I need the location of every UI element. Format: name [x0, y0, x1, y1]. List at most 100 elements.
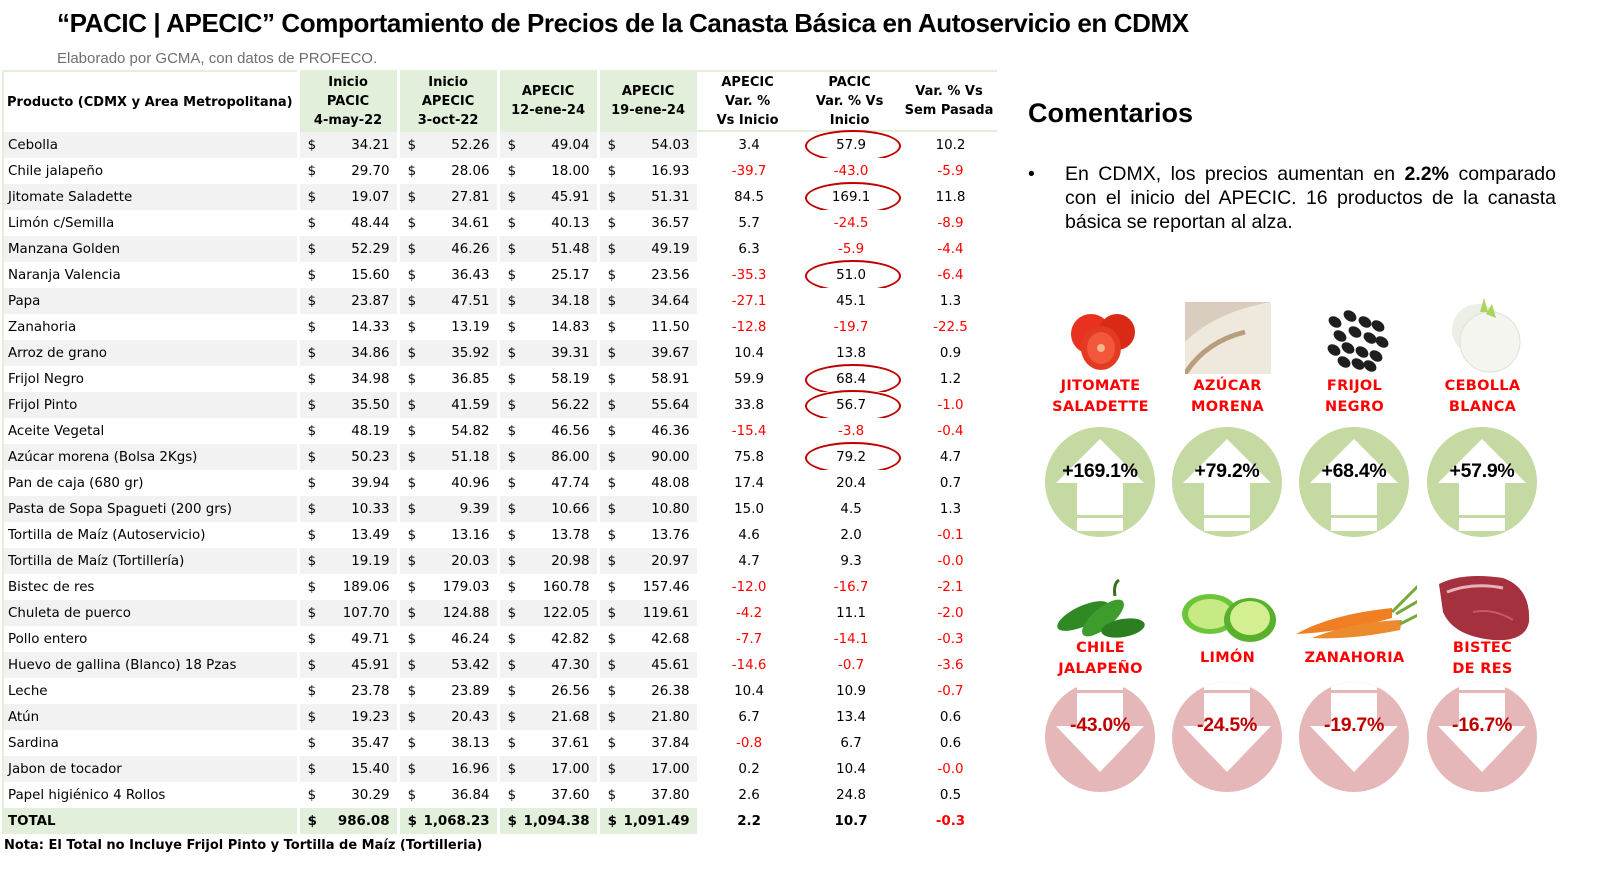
apecic-var-cell: 17.4: [696, 470, 799, 496]
pacic-var-cell: 13.4: [798, 704, 901, 730]
change-badge: +68.4%: [1299, 427, 1409, 537]
black-beans-image: [1292, 296, 1417, 374]
currency-symbol: $: [407, 241, 417, 257]
var-sem-cell: 0.5: [900, 782, 998, 808]
product-name: Atún: [2, 704, 297, 730]
currency-symbol: $: [507, 579, 517, 595]
price-cell: $54.03: [596, 132, 697, 158]
currency-symbol: $: [307, 501, 317, 517]
apecic-var-cell: -12.0: [696, 574, 799, 600]
var-sem-cell: -22.5: [900, 314, 998, 340]
table-row: Sardina $35.47 $38.13 $37.61 $37.84 -0.8 6.7 0.…: [2, 730, 998, 756]
price-cell: $119.61: [596, 600, 697, 626]
pacic-var-cell: 56.7: [798, 390, 901, 422]
table-row: Tortilla de Maíz (Autoservicio) $13.49 $13…: [2, 522, 998, 548]
price-cell: $25.17: [496, 262, 597, 288]
price-value: 17.00: [551, 761, 590, 777]
currency-symbol: $: [607, 397, 617, 413]
currency-symbol: $: [407, 683, 417, 699]
page-title: “PACIC | APECIC” Comportamiento de Preci…: [57, 8, 1189, 38]
product-name: Manzana Golden: [2, 236, 297, 262]
var-sem-cell: -0.0: [900, 756, 998, 782]
apecic-var-cell: -27.1: [696, 288, 799, 314]
price-cell: $34.98: [296, 366, 397, 392]
price-cell: $53.42: [396, 652, 497, 678]
price-cell: $20.43: [396, 704, 497, 730]
table-row: Atún $19.23 $20.43 $21.68 $21.80 6.7 13.4 0.6: [2, 704, 998, 730]
currency-symbol: $: [607, 657, 617, 673]
price-cell: $51.48: [496, 236, 597, 262]
price-value: 23.78: [351, 683, 390, 699]
currency-symbol: $: [407, 735, 417, 751]
currency-symbol: $: [607, 215, 617, 231]
currency-symbol: $: [607, 761, 617, 777]
table-row: Papa $23.87 $47.51 $34.18 $34.64 -27.1 45.1 1.3: [2, 288, 998, 314]
currency-symbol: $: [607, 449, 617, 465]
table-row: Jabon de tocador $15.40 $16.96 $17.00 $17.00…: [2, 756, 998, 782]
price-value: 40.13: [551, 215, 590, 231]
price-value: 16.96: [451, 761, 490, 777]
price-value: 20.97: [651, 553, 690, 569]
price-cell: $23.78: [296, 678, 397, 704]
price-value: 35.50: [351, 397, 390, 413]
price-value: 11.50: [651, 319, 690, 335]
apecic-var-cell: -4.2: [696, 600, 799, 626]
apecic-var-cell: 4.7: [696, 548, 799, 574]
currency-symbol: $: [607, 189, 617, 205]
var-sem-cell: -0.3: [900, 808, 998, 834]
table-row: Arroz de grano $34.86 $35.92 $39.31 $39.67 10…: [2, 340, 998, 366]
price-cell: $18.00: [496, 158, 597, 184]
page-subtitle: Elaborado por GCMA, con datos de PROFECO…: [57, 50, 378, 67]
price-cell: $46.56: [496, 418, 597, 444]
price-value: 29.70: [351, 163, 390, 179]
var-sem-cell: -6.4: [900, 262, 998, 288]
table-row: Chile jalapeño $29.70 $28.06 $18.00 $16.93 -3…: [2, 158, 998, 184]
currency-symbol: $: [507, 631, 517, 647]
price-value: 13.78: [551, 527, 590, 543]
price-value: 19.19: [351, 553, 390, 569]
price-cell: $86.00: [496, 444, 597, 470]
product-name: Naranja Valencia: [2, 262, 297, 288]
price-cell: $47.51: [396, 288, 497, 314]
price-cell: $34.21: [296, 132, 397, 158]
price-value: 20.03: [451, 553, 490, 569]
pacic-var-cell: -0.7: [798, 652, 901, 678]
currency-symbol: $: [407, 813, 417, 829]
header-apecic-19ene: APECIC 19-ene-24: [596, 70, 697, 132]
price-cell: $40.13: [496, 210, 597, 236]
currency-symbol: $: [507, 683, 517, 699]
currency-symbol: $: [607, 527, 617, 543]
currency-symbol: $: [307, 813, 317, 829]
product-name: Limón c/Semilla: [2, 210, 297, 236]
table-row: Frijol Pinto $35.50 $41.59 $56.22 $55.64 33.8…: [2, 390, 998, 422]
price-value: 54.82: [451, 423, 490, 439]
highlight-card-up: CEBOLLA BLANCA +57.9%: [1420, 296, 1545, 537]
price-cell: $58.19: [496, 366, 597, 392]
price-value: 23.87: [351, 293, 390, 309]
price-cell: $58.91: [596, 366, 697, 392]
price-value: 37.84: [651, 735, 690, 751]
currency-symbol: $: [407, 189, 417, 205]
pacic-var-cell: 4.5: [798, 496, 901, 522]
change-value: +68.4%: [1321, 460, 1387, 482]
price-value: 46.26: [451, 241, 490, 257]
price-cell: $124.88: [396, 600, 497, 626]
price-value: 42.68: [651, 631, 690, 647]
price-value: 189.06: [342, 579, 390, 595]
change-value: -16.7%: [1452, 714, 1512, 736]
var-sem-cell: 0.9: [900, 340, 998, 366]
product-label: BISTEC DE RES: [1452, 640, 1513, 677]
price-cell: $52.29: [296, 236, 397, 262]
pacic-var-cell: 10.9: [798, 678, 901, 704]
price-value: 34.21: [351, 137, 390, 153]
price-value: 46.24: [451, 631, 490, 647]
currency-symbol: $: [407, 137, 417, 153]
product-name: Aceite Vegetal: [2, 418, 297, 444]
price-cell: $1,094.38: [496, 808, 597, 834]
price-value: 86.00: [551, 449, 590, 465]
price-value: 47.51: [451, 293, 490, 309]
change-badge: +79.2%: [1172, 427, 1282, 537]
pacic-var-cell: 45.1: [798, 288, 901, 314]
price-value: 13.49: [351, 527, 390, 543]
var-sem-cell: -0.1: [900, 522, 998, 548]
